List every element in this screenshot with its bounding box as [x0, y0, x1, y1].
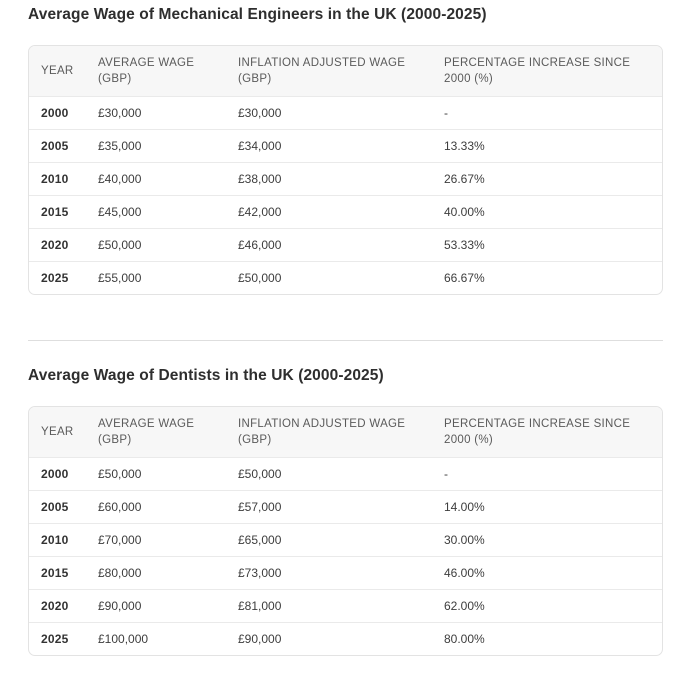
value-cell: £81,000	[238, 589, 444, 623]
table-row: 2015 £45,000 £42,000 40.00%	[29, 195, 662, 229]
table-row: 2020 £50,000 £46,000 53.33%	[29, 228, 662, 262]
header-row: YEAR AVERAGE WAGE (GBP) INFLATION ADJUSTED…	[29, 46, 662, 97]
column-header: PERCENTAGE INCREASE SINCE 2000 (%)	[444, 46, 662, 97]
column-header: INFLATION ADJUSTED WAGE (GBP)	[238, 407, 444, 458]
column-header: PERCENTAGE INCREASE SINCE 2000 (%)	[444, 407, 662, 458]
table-row: 2025 £55,000 £50,000 66.67%	[29, 261, 662, 294]
value-cell: 53.33%	[444, 228, 662, 262]
value-cell: 14.00%	[444, 490, 662, 524]
wage-table-card: YEAR AVERAGE WAGE (GBP) INFLATION ADJUSTED…	[28, 406, 663, 656]
section-divider	[28, 340, 663, 341]
value-cell: £34,000	[238, 129, 444, 163]
value-cell: £65,000	[238, 523, 444, 557]
year-cell: 2010	[29, 162, 98, 196]
column-header: YEAR	[29, 46, 98, 97]
year-cell: 2000	[29, 96, 98, 130]
value-cell: 26.67%	[444, 162, 662, 196]
table-row: 2010 £40,000 £38,000 26.67%	[29, 162, 662, 196]
column-header: YEAR	[29, 407, 98, 458]
value-cell: 62.00%	[444, 589, 662, 623]
value-cell: £35,000	[98, 129, 238, 163]
year-cell: 2005	[29, 490, 98, 524]
year-cell: 2010	[29, 523, 98, 557]
value-cell: £60,000	[98, 490, 238, 524]
value-cell: -	[444, 457, 662, 491]
table-row: 2005 £60,000 £57,000 14.00%	[29, 490, 662, 524]
table-row: 2010 £70,000 £65,000 30.00%	[29, 523, 662, 557]
column-header: INFLATION ADJUSTED WAGE (GBP)	[238, 46, 444, 97]
value-cell: £73,000	[238, 556, 444, 590]
value-cell: £40,000	[98, 162, 238, 196]
table-row: 2025 £100,000 £90,000 80.00%	[29, 622, 662, 655]
year-cell: 2025	[29, 622, 98, 655]
table-row: 2005 £35,000 £34,000 13.33%	[29, 129, 662, 163]
value-cell: 30.00%	[444, 523, 662, 557]
value-cell: £50,000	[238, 457, 444, 491]
column-header: AVERAGE WAGE (GBP)	[98, 407, 238, 458]
value-cell: £90,000	[238, 622, 444, 655]
value-cell: 40.00%	[444, 195, 662, 229]
year-cell: 2020	[29, 589, 98, 623]
value-cell: £45,000	[98, 195, 238, 229]
value-cell: £42,000	[238, 195, 444, 229]
table-row: 2020 £90,000 £81,000 62.00%	[29, 589, 662, 623]
section-title: Average Wage of Mechanical Engineers in …	[28, 6, 487, 23]
value-cell: 13.33%	[444, 129, 662, 163]
value-cell: -	[444, 96, 662, 130]
value-cell: £50,000	[98, 228, 238, 262]
year-cell: 2015	[29, 556, 98, 590]
value-cell: £70,000	[98, 523, 238, 557]
table-row: 2015 £80,000 £73,000 46.00%	[29, 556, 662, 590]
value-cell: £50,000	[238, 261, 444, 294]
value-cell: £50,000	[98, 457, 238, 491]
year-cell: 2015	[29, 195, 98, 229]
value-cell: £57,000	[238, 490, 444, 524]
value-cell: £30,000	[238, 96, 444, 130]
value-cell: £90,000	[98, 589, 238, 623]
value-cell: 66.67%	[444, 261, 662, 294]
value-cell: £38,000	[238, 162, 444, 196]
value-cell: £46,000	[238, 228, 444, 262]
table-row: 2000 £30,000 £30,000-	[29, 96, 662, 130]
section-title: Average Wage of Dentists in the UK (2000…	[28, 367, 384, 384]
value-cell: £55,000	[98, 261, 238, 294]
value-cell: £100,000	[98, 622, 238, 655]
value-cell: 46.00%	[444, 556, 662, 590]
wage-table-card: YEAR AVERAGE WAGE (GBP) INFLATION ADJUSTED…	[28, 45, 663, 295]
wage-table: YEAR AVERAGE WAGE (GBP) INFLATION ADJUSTED…	[29, 407, 662, 655]
page-content: Average Wage of Mechanical Engineers in …	[28, 6, 663, 656]
column-header: AVERAGE WAGE (GBP)	[98, 46, 238, 97]
year-cell: 2000	[29, 457, 98, 491]
table-row: 2000 £50,000 £50,000-	[29, 457, 662, 491]
value-cell: £80,000	[98, 556, 238, 590]
wage-table: YEAR AVERAGE WAGE (GBP) INFLATION ADJUSTED…	[29, 46, 662, 294]
value-cell: 80.00%	[444, 622, 662, 655]
year-cell: 2005	[29, 129, 98, 163]
year-cell: 2025	[29, 261, 98, 294]
value-cell: £30,000	[98, 96, 238, 130]
year-cell: 2020	[29, 228, 98, 262]
header-row: YEAR AVERAGE WAGE (GBP) INFLATION ADJUSTED…	[29, 407, 662, 458]
